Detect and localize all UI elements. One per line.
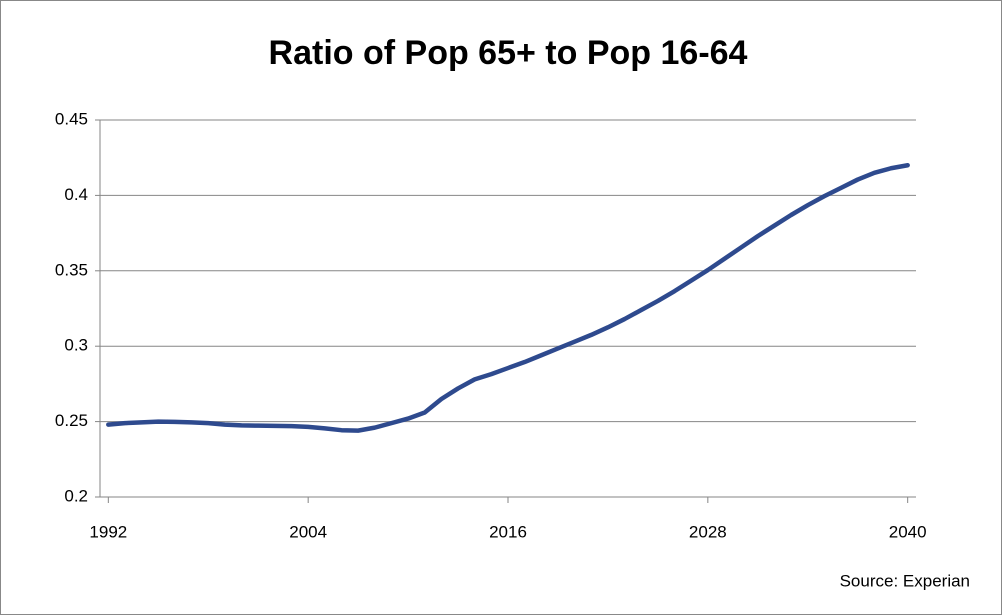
x-tick-label: 2004: [289, 522, 327, 541]
y-tick-label: 0.45: [55, 109, 88, 128]
y-tick-label: 0.35: [55, 260, 88, 279]
y-tick-label: 0.25: [55, 411, 88, 430]
data-line: [106, 162, 910, 433]
x-tick-label: 1992: [89, 522, 127, 541]
y-tick-label: 0.4: [64, 185, 88, 204]
x-tick-label: 2040: [889, 522, 927, 541]
x-tick-label: 2028: [689, 522, 727, 541]
chart-title: Ratio of Pop 65+ to Pop 16-64: [269, 34, 748, 72]
source-note: Source: Experian: [840, 571, 970, 590]
x-tick-label: 2016: [489, 522, 527, 541]
y-tick-label: 0.2: [64, 486, 88, 505]
y-tick-label: 0.3: [64, 336, 88, 355]
